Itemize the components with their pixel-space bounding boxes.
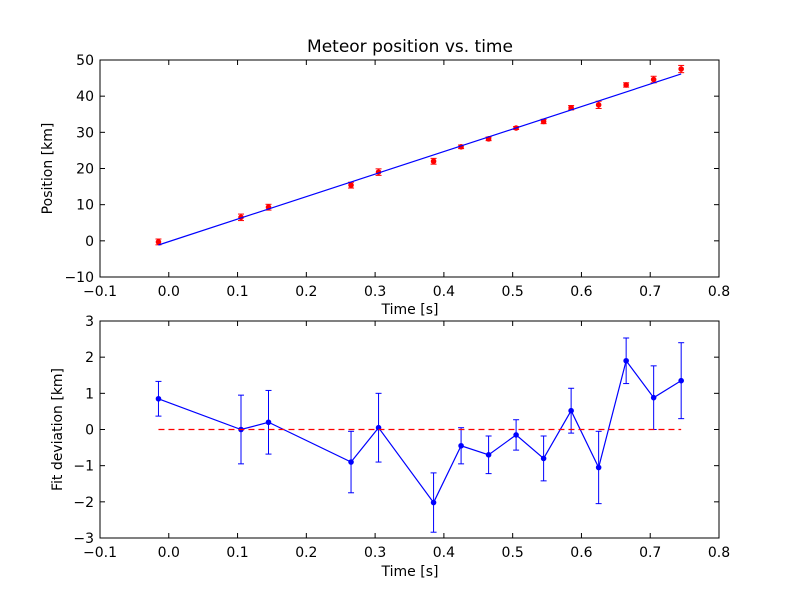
y-tick-label: −2 [73, 495, 94, 511]
fit-line [158, 73, 682, 246]
data-point [678, 377, 684, 384]
fit-deviation-panel: −0.1 0.0 0.1 0.2 0.3 0.4 0.5 0.6 0.7 0.8 −3 −2 −1 0 1… [50, 314, 730, 580]
position-y-axis: −10 0 10 20 30 40 50 [64, 53, 719, 286]
data-point [540, 455, 547, 462]
deviation-x-axis-label: Time [s] [381, 564, 439, 580]
x-tick-label: 0.4 [433, 284, 455, 300]
deviation-plot-area [155, 337, 685, 533]
x-tick-label: 0.1 [226, 545, 248, 561]
chart-title: Meteor position vs. time [307, 37, 513, 57]
position-y-axis-label: Position [km] [40, 123, 56, 215]
data-point [348, 459, 354, 465]
x-tick-label: 0.5 [502, 284, 524, 300]
data-point [485, 452, 492, 458]
y-tick-label: 0 [85, 234, 94, 250]
data-point [595, 464, 602, 471]
deviation-y-axis: −3 −2 −1 0 1 2 3 [73, 314, 719, 547]
y-tick-label: 1 [85, 386, 94, 402]
x-tick-label: 0.0 [158, 284, 180, 300]
y-tick-label: 40 [76, 89, 94, 105]
x-tick-label: 0.3 [364, 284, 386, 300]
y-tick-label: −10 [64, 270, 94, 286]
x-tick-label: −0.1 [83, 545, 117, 561]
x-tick-label: 0.1 [226, 284, 248, 300]
y-tick-label: 50 [76, 53, 94, 69]
data-point [568, 407, 574, 414]
data-point [595, 102, 602, 108]
x-tick-label: 0.2 [295, 545, 317, 561]
data-point [430, 158, 437, 165]
data-point [623, 357, 629, 364]
x-tick-label: 0.3 [364, 545, 386, 561]
deviation-y-axis-label: Fit deviation [km] [50, 368, 66, 491]
y-tick-label: −3 [73, 531, 94, 547]
position-x-axis-label: Time [s] [381, 302, 439, 318]
deviation-x-axis: −0.1 0.0 0.1 0.2 0.3 0.4 0.5 0.6 0.7 0.8 [83, 321, 730, 561]
y-tick-label: 3 [85, 314, 94, 330]
data-point [513, 432, 519, 438]
data-point [650, 76, 657, 83]
x-tick-label: 0.6 [570, 284, 592, 300]
x-tick-label: −0.1 [83, 284, 117, 300]
data-point [458, 442, 464, 449]
position-vs-time-panel: Meteor position vs. time −0.1 0.0 0.1 0.2 0.… [40, 37, 730, 318]
x-tick-label: 0.8 [708, 545, 730, 561]
data-point [623, 82, 629, 88]
y-tick-label: 2 [85, 350, 94, 366]
data-point [155, 395, 162, 402]
data-point [265, 419, 272, 426]
y-tick-label: −1 [73, 459, 94, 475]
y-tick-label: 0 [85, 423, 94, 439]
x-tick-label: 0.7 [639, 284, 661, 300]
y-tick-label: 20 [76, 162, 94, 178]
position-plot-area [155, 64, 685, 246]
x-tick-label: 0.7 [639, 545, 661, 561]
y-tick-label: 10 [76, 198, 94, 214]
x-tick-label: 0.6 [570, 545, 592, 561]
y-tick-label: 30 [76, 125, 94, 141]
data-point [678, 66, 684, 72]
x-tick-label: 0.8 [708, 284, 730, 300]
data-point [348, 182, 354, 188]
data-point [430, 499, 437, 506]
x-tick-label: 0.0 [158, 545, 180, 561]
data-point [155, 239, 162, 245]
position-x-axis: −0.1 0.0 0.1 0.2 0.3 0.4 0.5 0.6 0.7 0.8 [83, 60, 730, 300]
x-tick-label: 0.5 [502, 545, 524, 561]
data-point [650, 394, 657, 401]
x-tick-label: 0.2 [295, 284, 317, 300]
x-tick-label: 0.4 [433, 545, 455, 561]
